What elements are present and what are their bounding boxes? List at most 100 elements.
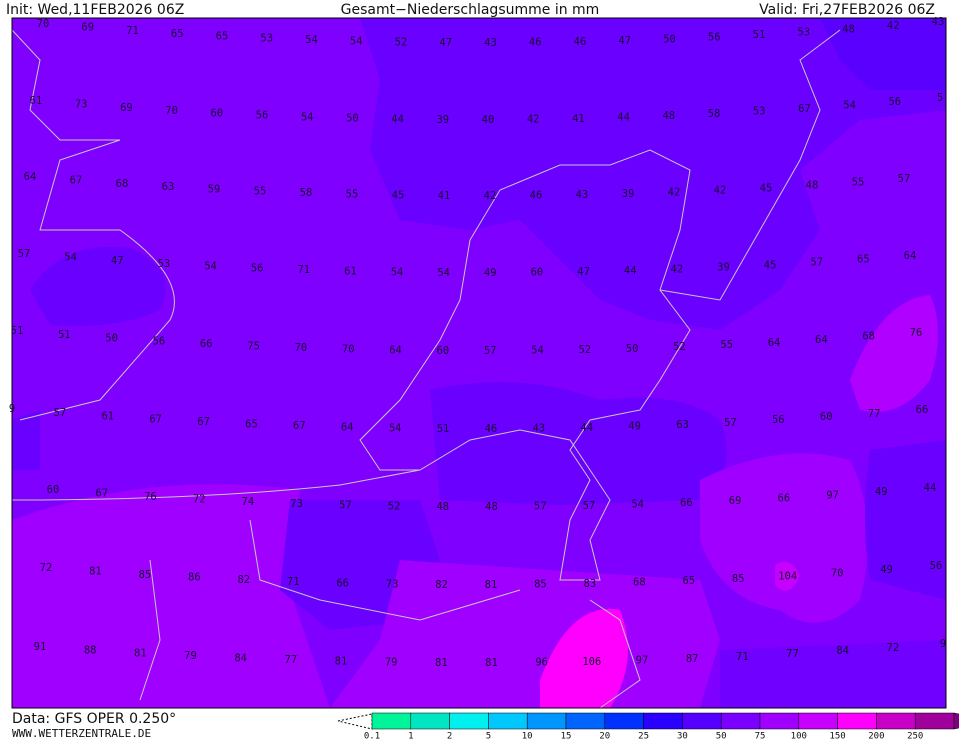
legend-swatch — [526, 712, 567, 730]
legend-swatch — [449, 712, 489, 730]
grid-value: 56 — [256, 110, 269, 122]
grid-value: 106 — [582, 656, 601, 668]
grid-value: 46 — [530, 190, 543, 202]
grid-value: 97 — [826, 489, 839, 501]
grid-value: 60 — [437, 345, 450, 357]
grid-value: 73 — [75, 99, 88, 111]
grid-value: 97 — [636, 655, 649, 667]
grid-value: 91 — [34, 641, 47, 653]
grid-value: 42 — [668, 186, 681, 198]
grid-value: 67 — [70, 175, 83, 187]
grid-value: 54 — [437, 267, 450, 279]
legend-swatch — [565, 712, 606, 730]
legend-swatch — [876, 712, 916, 730]
grid-value: 57 — [534, 501, 547, 513]
grid-value: 71 — [297, 264, 310, 276]
grid-value: 65 — [171, 28, 184, 40]
grid-value: 45 — [760, 182, 773, 194]
grid-value: 65 — [857, 253, 870, 265]
grid-value: 68 — [633, 577, 646, 589]
grid-value: 51 — [437, 423, 450, 435]
grid-value: 56 — [251, 262, 264, 274]
grid-value: 54 — [531, 345, 544, 357]
grid-value: 57 — [54, 407, 67, 419]
grid-value: 48 — [436, 501, 449, 513]
grid-value: 49 — [484, 267, 497, 279]
grid-value: 69 — [81, 22, 94, 34]
grid-value: 48 — [806, 180, 819, 192]
grid-value: 81 — [134, 648, 147, 660]
grid-value: 50 — [105, 332, 118, 344]
grid-value: 54 — [305, 34, 318, 46]
legend-swatch — [410, 712, 450, 730]
grid-value: 54 — [301, 111, 314, 123]
grid-value: 51 — [753, 29, 766, 41]
grid-value: 48 — [485, 501, 498, 513]
grid-value: 50 — [626, 343, 639, 355]
grid-value: 52 — [578, 344, 591, 356]
grid-value: 55 — [852, 176, 865, 188]
grid-value: 79 — [385, 656, 398, 668]
grid-value: 56 — [708, 32, 721, 44]
grid-value: 70 — [831, 567, 844, 579]
legend-swatch — [643, 712, 683, 730]
legend-label: 15 — [561, 732, 572, 741]
grid-value: 45 — [764, 259, 777, 271]
grid-value: 42 — [714, 185, 727, 197]
grid-value: 81 — [485, 579, 498, 591]
grid-value: 51 — [11, 325, 24, 337]
grid-value: 71 — [287, 576, 300, 588]
grid-value: 81 — [89, 566, 102, 578]
grid-value: 57 — [484, 345, 497, 357]
grid-value: 67 — [197, 416, 210, 428]
legend-swatch — [371, 712, 412, 730]
valid-time: Valid: Fri,27FEB2026 06Z — [759, 2, 935, 18]
grid-value: 48 — [842, 23, 855, 35]
grid-value: 86 — [188, 572, 201, 584]
grid-value: 71 — [736, 651, 749, 663]
grid-value: 42 — [887, 20, 900, 32]
grid-value: 47 — [439, 37, 452, 49]
grid-value: 81 — [335, 656, 348, 668]
legend-label: 1 — [408, 732, 413, 741]
grid-value: 64 — [904, 250, 917, 262]
grid-value: 66 — [200, 338, 213, 350]
grid-value: 44 — [924, 482, 937, 494]
grid-value: 53 — [753, 106, 766, 118]
grid-value: 104 — [778, 570, 797, 582]
grid-value: 57 — [898, 173, 911, 185]
grid-value: 66 — [680, 497, 693, 509]
legend-label: 30 — [677, 732, 688, 741]
grid-value: 54 — [391, 266, 404, 278]
grid-value: 81 — [485, 657, 498, 669]
grid-value: 65 — [245, 418, 258, 430]
legend-label: 0.1 — [364, 732, 380, 741]
grid-value: 54 — [631, 499, 644, 511]
grid-value: 47 — [111, 255, 124, 267]
grid-value: 42 — [671, 263, 684, 275]
grid-value: 68 — [862, 331, 875, 343]
grid-value: 57 — [810, 257, 823, 269]
grid-value: 9 — [9, 403, 15, 415]
grid-value: 9 — [940, 638, 946, 650]
map-frame — [11, 17, 947, 709]
grid-value: 52 — [388, 500, 401, 512]
grid-value: 46 — [485, 423, 498, 435]
grid-value: 66 — [778, 492, 791, 504]
grid-value: 50 — [346, 113, 359, 125]
grid-value: 72 — [40, 562, 53, 574]
grid-value: 70 — [342, 343, 355, 355]
grid-value: 55 — [720, 339, 733, 351]
grid-value: 59 — [208, 183, 221, 195]
data-source: Data: GFS OPER 0.250° — [12, 711, 176, 727]
legend-label: 2 — [447, 732, 452, 741]
grid-value: 49 — [875, 486, 888, 498]
legend-label: 75 — [755, 732, 766, 741]
grid-value: 45 — [392, 189, 405, 201]
grid-value: 72 — [887, 642, 900, 654]
legend-low-arrow — [337, 713, 373, 730]
grid-value: 77 — [868, 408, 881, 420]
grid-value: 61 — [30, 95, 43, 107]
grid-value: 61 — [101, 410, 114, 422]
grid-value: 67 — [798, 103, 811, 115]
